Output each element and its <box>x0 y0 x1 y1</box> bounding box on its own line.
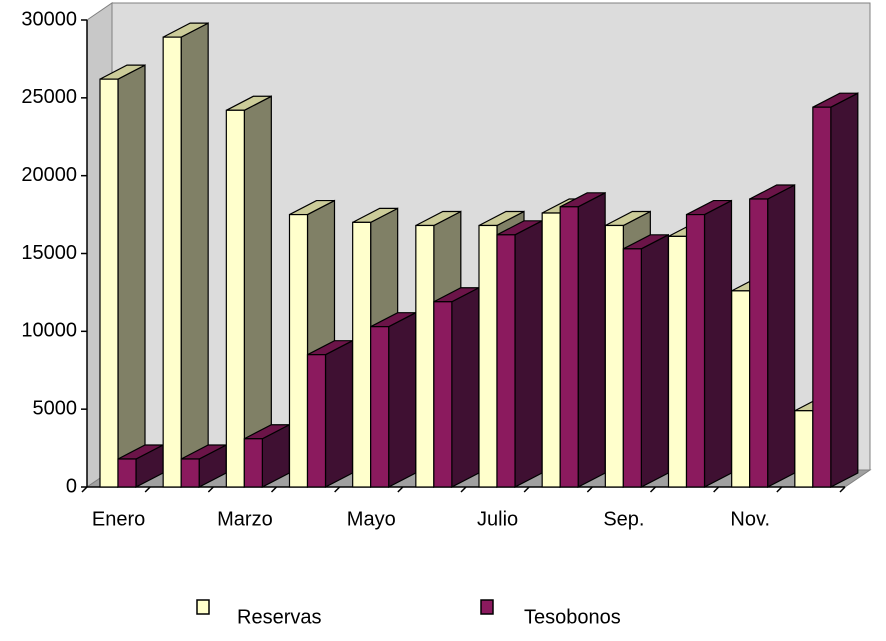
x-tick <box>586 486 593 493</box>
x-tick <box>713 486 720 493</box>
legend-label: Reservas <box>237 606 321 628</box>
bar-side <box>117 64 146 488</box>
bar <box>478 224 498 488</box>
y-tick-label: 25000 <box>21 86 77 108</box>
bar-side <box>451 286 480 488</box>
bar-side <box>703 199 733 488</box>
bar-side <box>640 233 669 488</box>
x-tick <box>397 486 404 493</box>
x-tick <box>270 486 278 493</box>
x-tick-label: Nov. <box>730 508 770 530</box>
bar <box>559 206 579 488</box>
bar <box>433 301 453 488</box>
x-tick-label: Marzo <box>217 508 273 530</box>
bar <box>306 354 327 488</box>
y-tick-label: 10000 <box>21 320 77 342</box>
bar-side <box>388 311 417 488</box>
y-tick-label: 15000 <box>21 242 77 264</box>
bar <box>794 410 814 488</box>
bar <box>99 78 119 488</box>
x-tick <box>523 486 530 493</box>
y-tick-label: 30000 <box>21 8 77 30</box>
bar-side <box>767 184 796 488</box>
bar <box>622 248 642 488</box>
x-tick-label: Julio <box>477 508 518 530</box>
bar-side <box>514 219 543 488</box>
bar <box>685 213 706 488</box>
bar <box>731 290 751 488</box>
bar <box>288 213 309 488</box>
x-tick-label: Mayo <box>347 508 396 530</box>
bar-side <box>180 22 209 488</box>
bar <box>496 234 516 488</box>
y-tick-label: 0 <box>66 475 77 497</box>
x-tick <box>334 486 341 493</box>
bar-side <box>830 92 859 488</box>
bar-side <box>324 339 354 488</box>
bar <box>749 198 769 488</box>
bar <box>225 109 245 488</box>
bar-side <box>577 191 606 488</box>
bar <box>162 36 182 488</box>
x-tick-label: Sep. <box>603 508 644 530</box>
bar <box>352 221 372 488</box>
x-tick <box>81 486 88 493</box>
bar <box>117 458 137 488</box>
bar <box>541 212 561 488</box>
legend-swatch <box>480 599 494 615</box>
x-tick <box>839 486 846 493</box>
bar <box>604 224 624 488</box>
y-tick-label: 20000 <box>21 164 77 186</box>
bar <box>180 458 200 488</box>
legend-label: Tesobonos <box>524 606 621 628</box>
y-tick-label: 5000 <box>33 397 78 419</box>
bar <box>667 235 688 488</box>
bar <box>370 326 390 488</box>
x-tick-label: Enero <box>92 508 145 530</box>
x-tick <box>649 486 657 493</box>
x-tick <box>460 486 467 493</box>
bar <box>415 224 435 488</box>
legend-swatch <box>196 599 210 615</box>
x-tick <box>207 486 214 493</box>
bar <box>243 438 263 488</box>
bar <box>812 106 832 488</box>
x-tick <box>144 486 151 493</box>
x-tick <box>776 486 783 493</box>
